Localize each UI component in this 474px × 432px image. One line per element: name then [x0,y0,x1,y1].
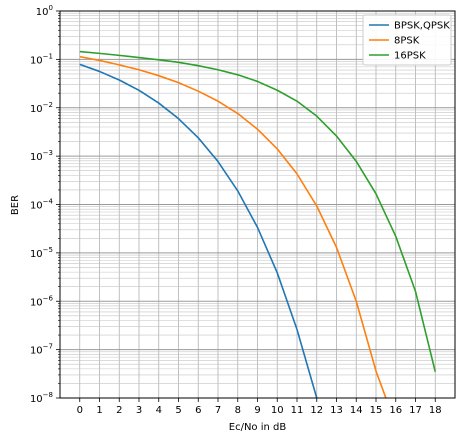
series-line-bpsk-qpsk [79,63,318,399]
x-axis-ticks: 0 1 2 3 4 5 6 7 8 9 10 11 12 13 14 15 16 17 18 [77,398,442,416]
y-tick-label: 100 [36,4,53,18]
x-tick-label: 6 [195,405,201,416]
x-tick-label: 10 [271,405,284,416]
y-tick-label: 10−8 [30,391,53,405]
x-tick-label: 7 [215,405,221,416]
grid [60,11,455,399]
x-tick-label: 3 [136,405,142,416]
x-tick-label: 18 [429,405,442,416]
legend-label-8psk: 8PSK [394,36,420,47]
x-tick-label: 14 [350,405,363,416]
y-tick-label: 10−5 [30,246,53,260]
x-tick-label: 2 [116,405,122,416]
series-line-8psk [79,55,387,399]
y-tick-label: 10−1 [30,52,53,66]
y-axis-ticks: 100 10−1 10−2 10−3 10−4 10−5 10−6 10−7 10−8 [30,4,60,405]
y-tick-label: 10−3 [30,149,53,163]
series-line-16psk [79,50,437,372]
x-tick-label: 4 [156,405,162,416]
y-tick-label: 10−6 [30,294,54,308]
x-tick-label: 17 [409,405,422,416]
legend-box [362,14,452,66]
x-tick-label: 15 [370,405,383,416]
x-tick-label: 11 [291,405,304,416]
x-tick-label: 5 [175,405,181,416]
x-tick-label: 0 [77,405,83,416]
series-lines [79,50,437,399]
legend: BPSK,QPSK 8PSK 16PSK [362,14,452,66]
x-tick-label: 9 [254,405,260,416]
x-axis-label: Ec/No in dB [229,422,287,432]
x-tick-label: 13 [330,405,343,416]
x-tick-label: 1 [96,405,102,416]
y-tick-label: 10−2 [30,101,53,115]
y-tick-label: 10−4 [30,198,54,212]
y-axis-label: BER [10,195,21,215]
x-tick-label: 16 [389,405,402,416]
legend-label-16psk: 16PSK [394,51,426,62]
x-tick-label: 12 [310,405,323,416]
y-tick-label: 10−7 [30,343,53,357]
x-tick-label: 8 [235,405,241,416]
legend-label-bpsk-qpsk: BPSK,QPSK [394,21,450,32]
